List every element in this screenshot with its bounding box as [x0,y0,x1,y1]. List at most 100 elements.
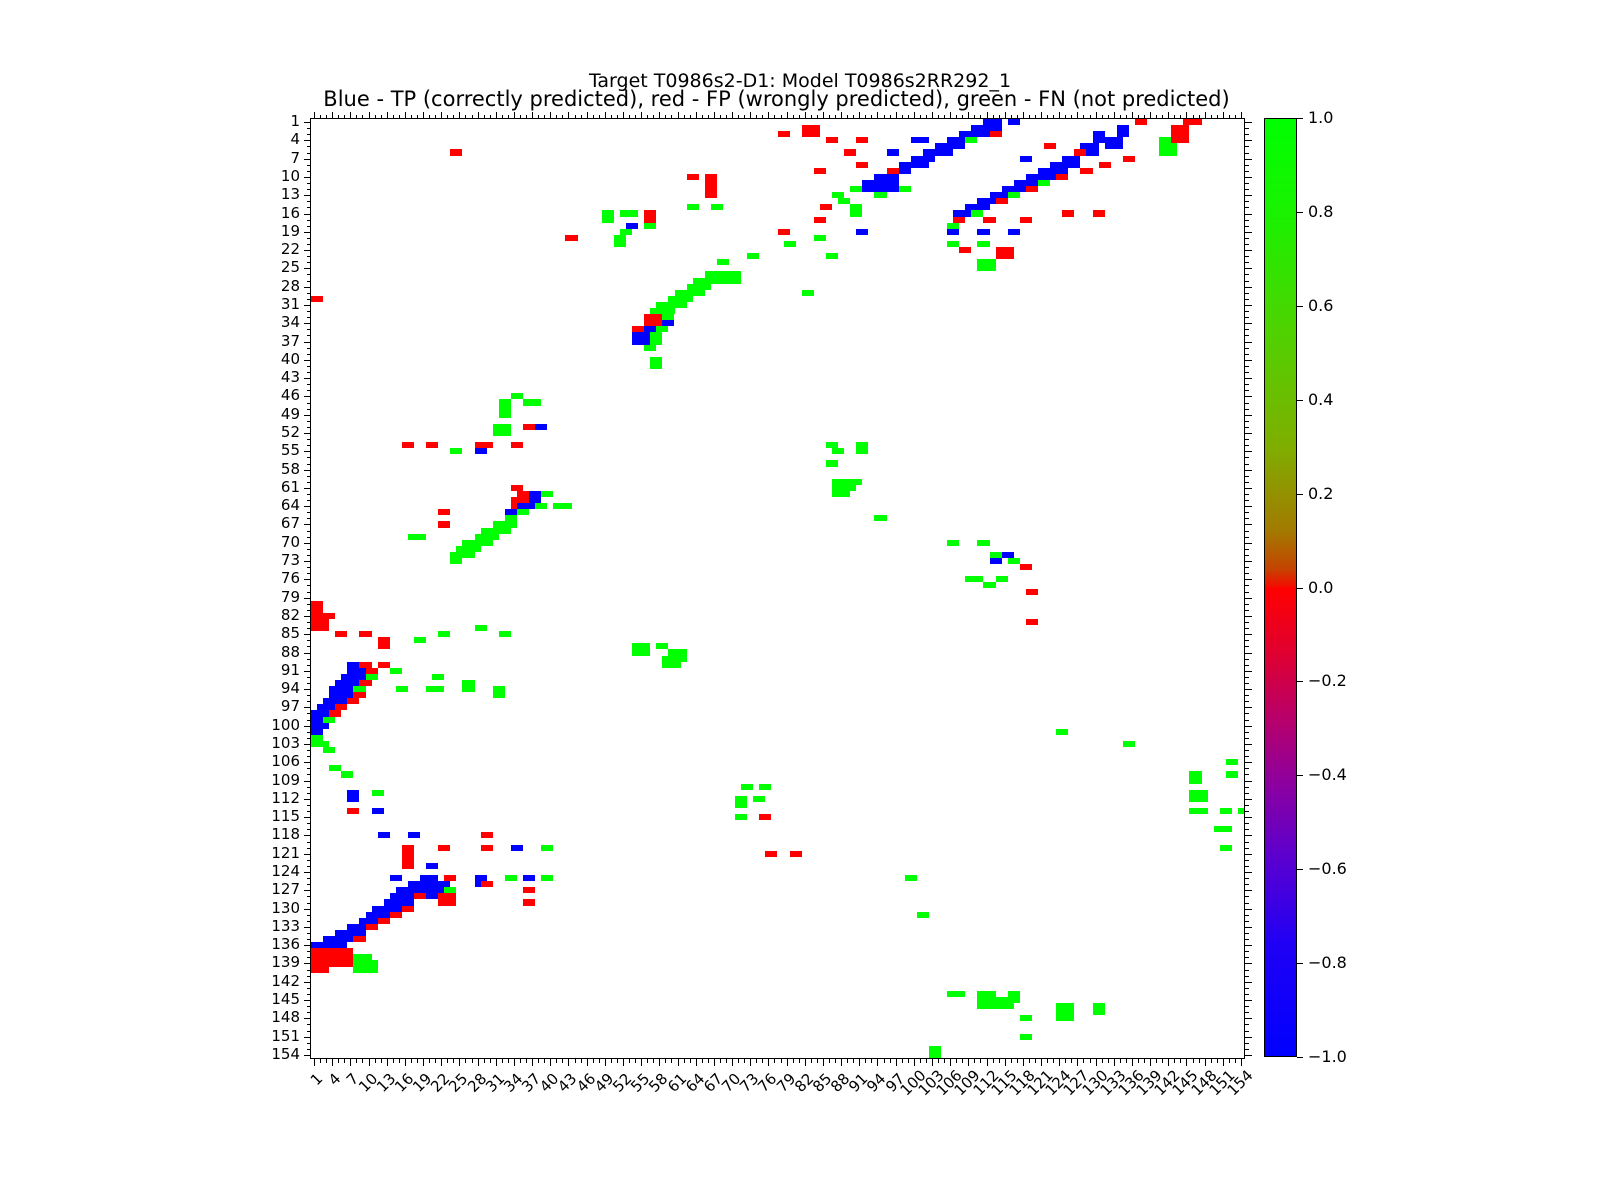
contact-cell-fp [335,631,348,638]
contact-cell-fn [407,533,427,540]
axis-tick [304,195,311,196]
axis-tick [307,805,311,806]
contact-cell-fp [510,484,524,491]
axis-tick [1017,1059,1018,1063]
colorbar-tick [1297,775,1303,777]
axis-tick [623,112,624,119]
contact-cell-fn [353,686,366,693]
axis-tick [304,470,311,471]
contact-cell-tp [989,558,1002,565]
contact-cell-fn [971,210,984,217]
contact-cell-fn [662,655,681,668]
axis-tick [307,957,311,958]
axis-tick [611,115,612,119]
axis-tick [307,1031,311,1032]
axis-tick [1035,115,1036,119]
y-tick-label: 82 [280,605,300,624]
colorbar-tick-label: 1.0 [1308,108,1334,127]
axis-tick [653,1059,654,1063]
axis-tick [338,1059,339,1063]
axis-tick [1144,115,1145,119]
axis-tick [1245,1000,1252,1001]
contact-cell-tp [874,173,899,193]
contact-cell-fp [704,173,717,187]
axis-tick [307,848,311,849]
axis-tick [708,115,709,119]
axis-tick [1132,112,1133,119]
axis-tick [1245,524,1252,525]
axis-tick [1245,951,1249,952]
contact-cell-tp [407,832,421,839]
contact-cell-fn [329,765,342,772]
axis-tick [841,1059,842,1066]
axis-tick [1245,726,1252,727]
axis-tick [304,543,311,544]
colorbar-gradient [1264,118,1297,1057]
contact-map-plot-area[interactable] [304,112,1252,1066]
axis-tick [304,598,311,599]
contact-cell-fn [825,460,839,467]
axis-tick [1245,378,1252,379]
axis-tick [1245,348,1249,349]
axis-tick [738,115,739,119]
axis-tick [307,585,311,586]
axis-tick [1245,506,1252,507]
axis-tick [1245,793,1249,794]
contact-cell-fp [819,204,833,211]
contact-cell-fp [1019,564,1032,571]
axis-tick [304,378,311,379]
axis-tick [344,115,345,119]
axis-tick [1245,665,1249,666]
axis-tick [502,1059,503,1063]
contact-cell-fp [825,137,839,144]
axis-tick [1245,677,1249,678]
colorbar-tick [1297,399,1303,401]
axis-tick [307,220,311,221]
y-tick-label: 10 [280,166,300,185]
axis-tick [696,112,697,119]
axis-tick [1245,543,1252,544]
axis-tick [750,112,751,119]
axis-tick [1245,323,1252,324]
axis-tick [1217,1059,1218,1063]
axis-tick [307,915,311,916]
axis-tick [1245,293,1249,294]
axis-tick [307,860,311,861]
axis-tick [611,1059,612,1063]
contact-cell-fp [1098,161,1111,168]
axis-tick [1245,457,1249,458]
axis-tick [581,115,582,119]
axis-tick [1245,549,1249,550]
axis-tick [307,244,311,245]
axis-tick [823,1059,824,1066]
axis-tick [1245,884,1249,885]
contact-cell-fp [813,216,826,223]
axis-tick [1035,1059,1036,1063]
contact-cell-fn [783,240,796,248]
axis-tick [744,115,745,119]
y-tick-label: 73 [280,551,300,570]
axis-tick [702,115,703,119]
axis-tick [304,561,311,562]
y-tick-label: 100 [271,715,300,734]
axis-tick [1245,274,1249,275]
contact-cell-fn [753,795,766,802]
contact-cell-fn [1019,1033,1032,1040]
axis-tick [307,683,311,684]
contact-cell-fn [413,637,427,644]
axis-tick [526,1059,527,1063]
axis-tick [562,115,563,119]
axis-tick [859,1059,860,1066]
axis-tick [665,1059,666,1063]
axis-tick [944,1059,945,1063]
contact-cell-fn [825,253,839,260]
axis-tick [307,659,311,660]
axis-tick [417,1059,418,1063]
suptitle-line-1: Target T0986s2-D1: Model T0986s2RR292_1 [588,70,1012,92]
axis-tick [532,1059,533,1066]
contact-cell-fn [850,204,863,217]
colorbar[interactable]: 1.0 0.8 0.6 0.4 0.2 0.0 −0.2 −0.4 −0.6 −0.8 −1.0 [1264,110,1347,1065]
contact-cell-fn [1225,771,1238,778]
contact-cell-fn [1007,558,1020,565]
axis-tick [556,115,557,119]
